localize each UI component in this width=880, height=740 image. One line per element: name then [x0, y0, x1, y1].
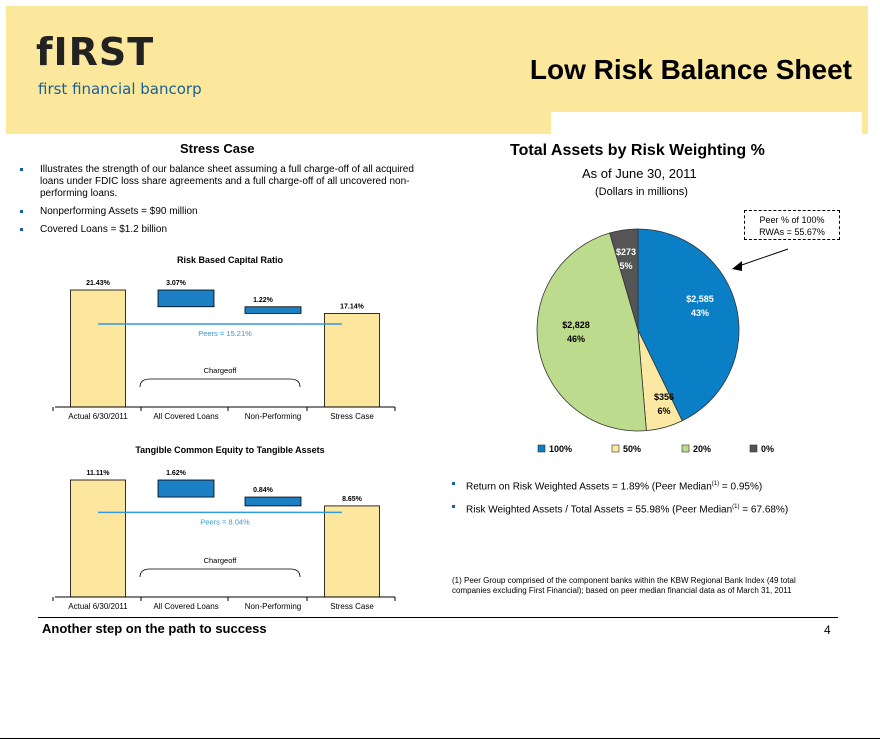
- legend-label: 100%: [549, 444, 572, 454]
- page-number: 4: [824, 623, 831, 637]
- risk-weighting-pie-chart: $2,585 43% $356 6% $2,828 46% $273 5% 100% 50% 20%…: [536, 228, 789, 454]
- legend-label: 50%: [623, 444, 641, 454]
- peer-callout-line: Peer % of 100%: [759, 215, 825, 225]
- legend-swatch: [681, 444, 690, 453]
- bar: [244, 496, 302, 507]
- slice-amount-label: $273: [616, 247, 636, 257]
- footnote-ref: (1): [732, 504, 740, 511]
- category-label: Actual 6/30/2011: [68, 602, 128, 611]
- legend-label: 20%: [693, 444, 711, 454]
- data-label: 3.07%: [166, 280, 187, 287]
- stress-bullet: Nonperforming Assets = $90 million: [10, 206, 430, 218]
- category-label: All Covered Loans: [153, 412, 218, 421]
- pie-slice: [536, 232, 647, 432]
- pie-chart-title: Total Assets by Risk Weighting %: [510, 142, 765, 159]
- category-label: Non-Performing: [245, 602, 301, 611]
- pie-chart-date: As of June 30, 2011: [582, 166, 697, 181]
- peer-label: Peers = 15.21%: [198, 329, 252, 338]
- metric-bullet: Risk Weighted Assets / Total Assets = 55…: [440, 501, 860, 516]
- logo-word: fIRST: [36, 30, 155, 74]
- legend-swatch: [749, 444, 758, 453]
- slice-amount-label: $356: [654, 392, 674, 402]
- callout-arrowhead: [732, 261, 742, 271]
- data-label: 0.84%: [253, 487, 274, 494]
- chargeoff-bracket: [139, 568, 301, 578]
- category-label: 6/30/2011: [335, 614, 371, 615]
- slice-pct-label: 46%: [567, 334, 585, 344]
- metrics-bullet-list: Return on Risk Weighted Assets = 1.89% (…: [440, 478, 860, 525]
- data-label: 1.22%: [253, 297, 274, 304]
- category-label: All Covered Loans: [153, 602, 218, 611]
- category-label: Uncovered: [254, 614, 293, 615]
- metric-text: Return on Risk Weighted Assets = 1.89% (…: [466, 481, 712, 493]
- metric-text: = 67.68%): [739, 504, 789, 516]
- bracket-label: Chargeoff: [204, 366, 238, 375]
- chart-title: Risk Based Capital Ratio: [177, 255, 284, 265]
- bottom-divider: [0, 738, 880, 739]
- metric-text: = 0.95%): [719, 481, 763, 493]
- stress-bullet-list: Illustrates the strength of our balance …: [10, 164, 430, 242]
- pie-slice: [609, 228, 639, 331]
- footnote: (1) Peer Group comprised of the componen…: [452, 576, 796, 595]
- legend-swatch: [611, 444, 620, 453]
- metric-bullet: Return on Risk Weighted Assets = 1.89% (…: [440, 478, 860, 493]
- slice-pct-label: 5%: [619, 261, 632, 271]
- legend-swatch: [537, 444, 546, 453]
- tce-chart: Tangible Common Equity to Tangible Asset…: [52, 445, 396, 615]
- slice-pct-label: 43%: [691, 308, 709, 318]
- data-label: 21.43%: [86, 280, 111, 287]
- metric-text: Risk Weighted Assets / Total Assets = 55…: [466, 504, 733, 516]
- peer-label: Peers = 8.04%: [200, 517, 250, 526]
- footer-divider: [38, 617, 838, 618]
- chargeoff-bracket: [139, 378, 301, 388]
- category-label: Actual 6/30/2011: [68, 412, 128, 421]
- page-title: Low Risk Balance Sheet: [529, 54, 852, 85]
- data-label: 1.62%: [166, 470, 187, 477]
- pie-slice: [637, 228, 740, 422]
- header-band-edge: [862, 112, 868, 134]
- bar: [70, 289, 126, 408]
- pie-chart-units: (Dollars in millions): [595, 186, 688, 198]
- footnote-ref: (1): [711, 481, 720, 487]
- category-label: 6/30/2011: [335, 424, 371, 425]
- bar: [324, 505, 380, 598]
- category-label: Stress Case: [330, 602, 374, 611]
- bar: [157, 479, 215, 498]
- callout-arrow-line: [735, 248, 789, 268]
- data-label: 8.65%: [342, 496, 363, 503]
- bar: [244, 306, 302, 314]
- stress-bullet: Illustrates the strength of our balance …: [10, 164, 430, 200]
- slice-amount-label: $2,585: [686, 294, 714, 304]
- data-label: 17.14%: [340, 303, 365, 310]
- bar: [157, 289, 215, 308]
- bar: [324, 313, 380, 408]
- category-label: Uncovered: [254, 424, 293, 425]
- data-label: 11.11%: [87, 470, 111, 477]
- stress-case-title: Stress Case: [180, 141, 255, 156]
- logo-subtitle: first financial bancorp: [38, 80, 202, 98]
- footer-tagline: Another step on the path to success: [42, 621, 267, 636]
- stress-bullet: Covered Loans = $1.2 billion: [10, 224, 430, 236]
- bar: [70, 479, 126, 598]
- header-band-extension: [6, 112, 551, 134]
- header-band: [6, 6, 868, 112]
- peer-callout-line: RWAs = 55.67%: [759, 227, 825, 237]
- slice-amount-label: $2,828: [562, 320, 590, 330]
- chart-title: Tangible Common Equity to Tangible Asset…: [135, 445, 324, 455]
- risk-based-capital-chart: Risk Based Capital Ratio 21.43% Actual 6/3…: [52, 255, 396, 425]
- slice-pct-label: 6%: [657, 406, 670, 416]
- legend-label: 0%: [761, 444, 774, 454]
- category-label: Stress Case: [330, 412, 374, 421]
- category-label: Non-Performing: [245, 412, 301, 421]
- peer-callout: Peer % of 100% RWAs = 55.67%: [744, 210, 840, 240]
- bracket-label: Chargeoff: [204, 556, 238, 565]
